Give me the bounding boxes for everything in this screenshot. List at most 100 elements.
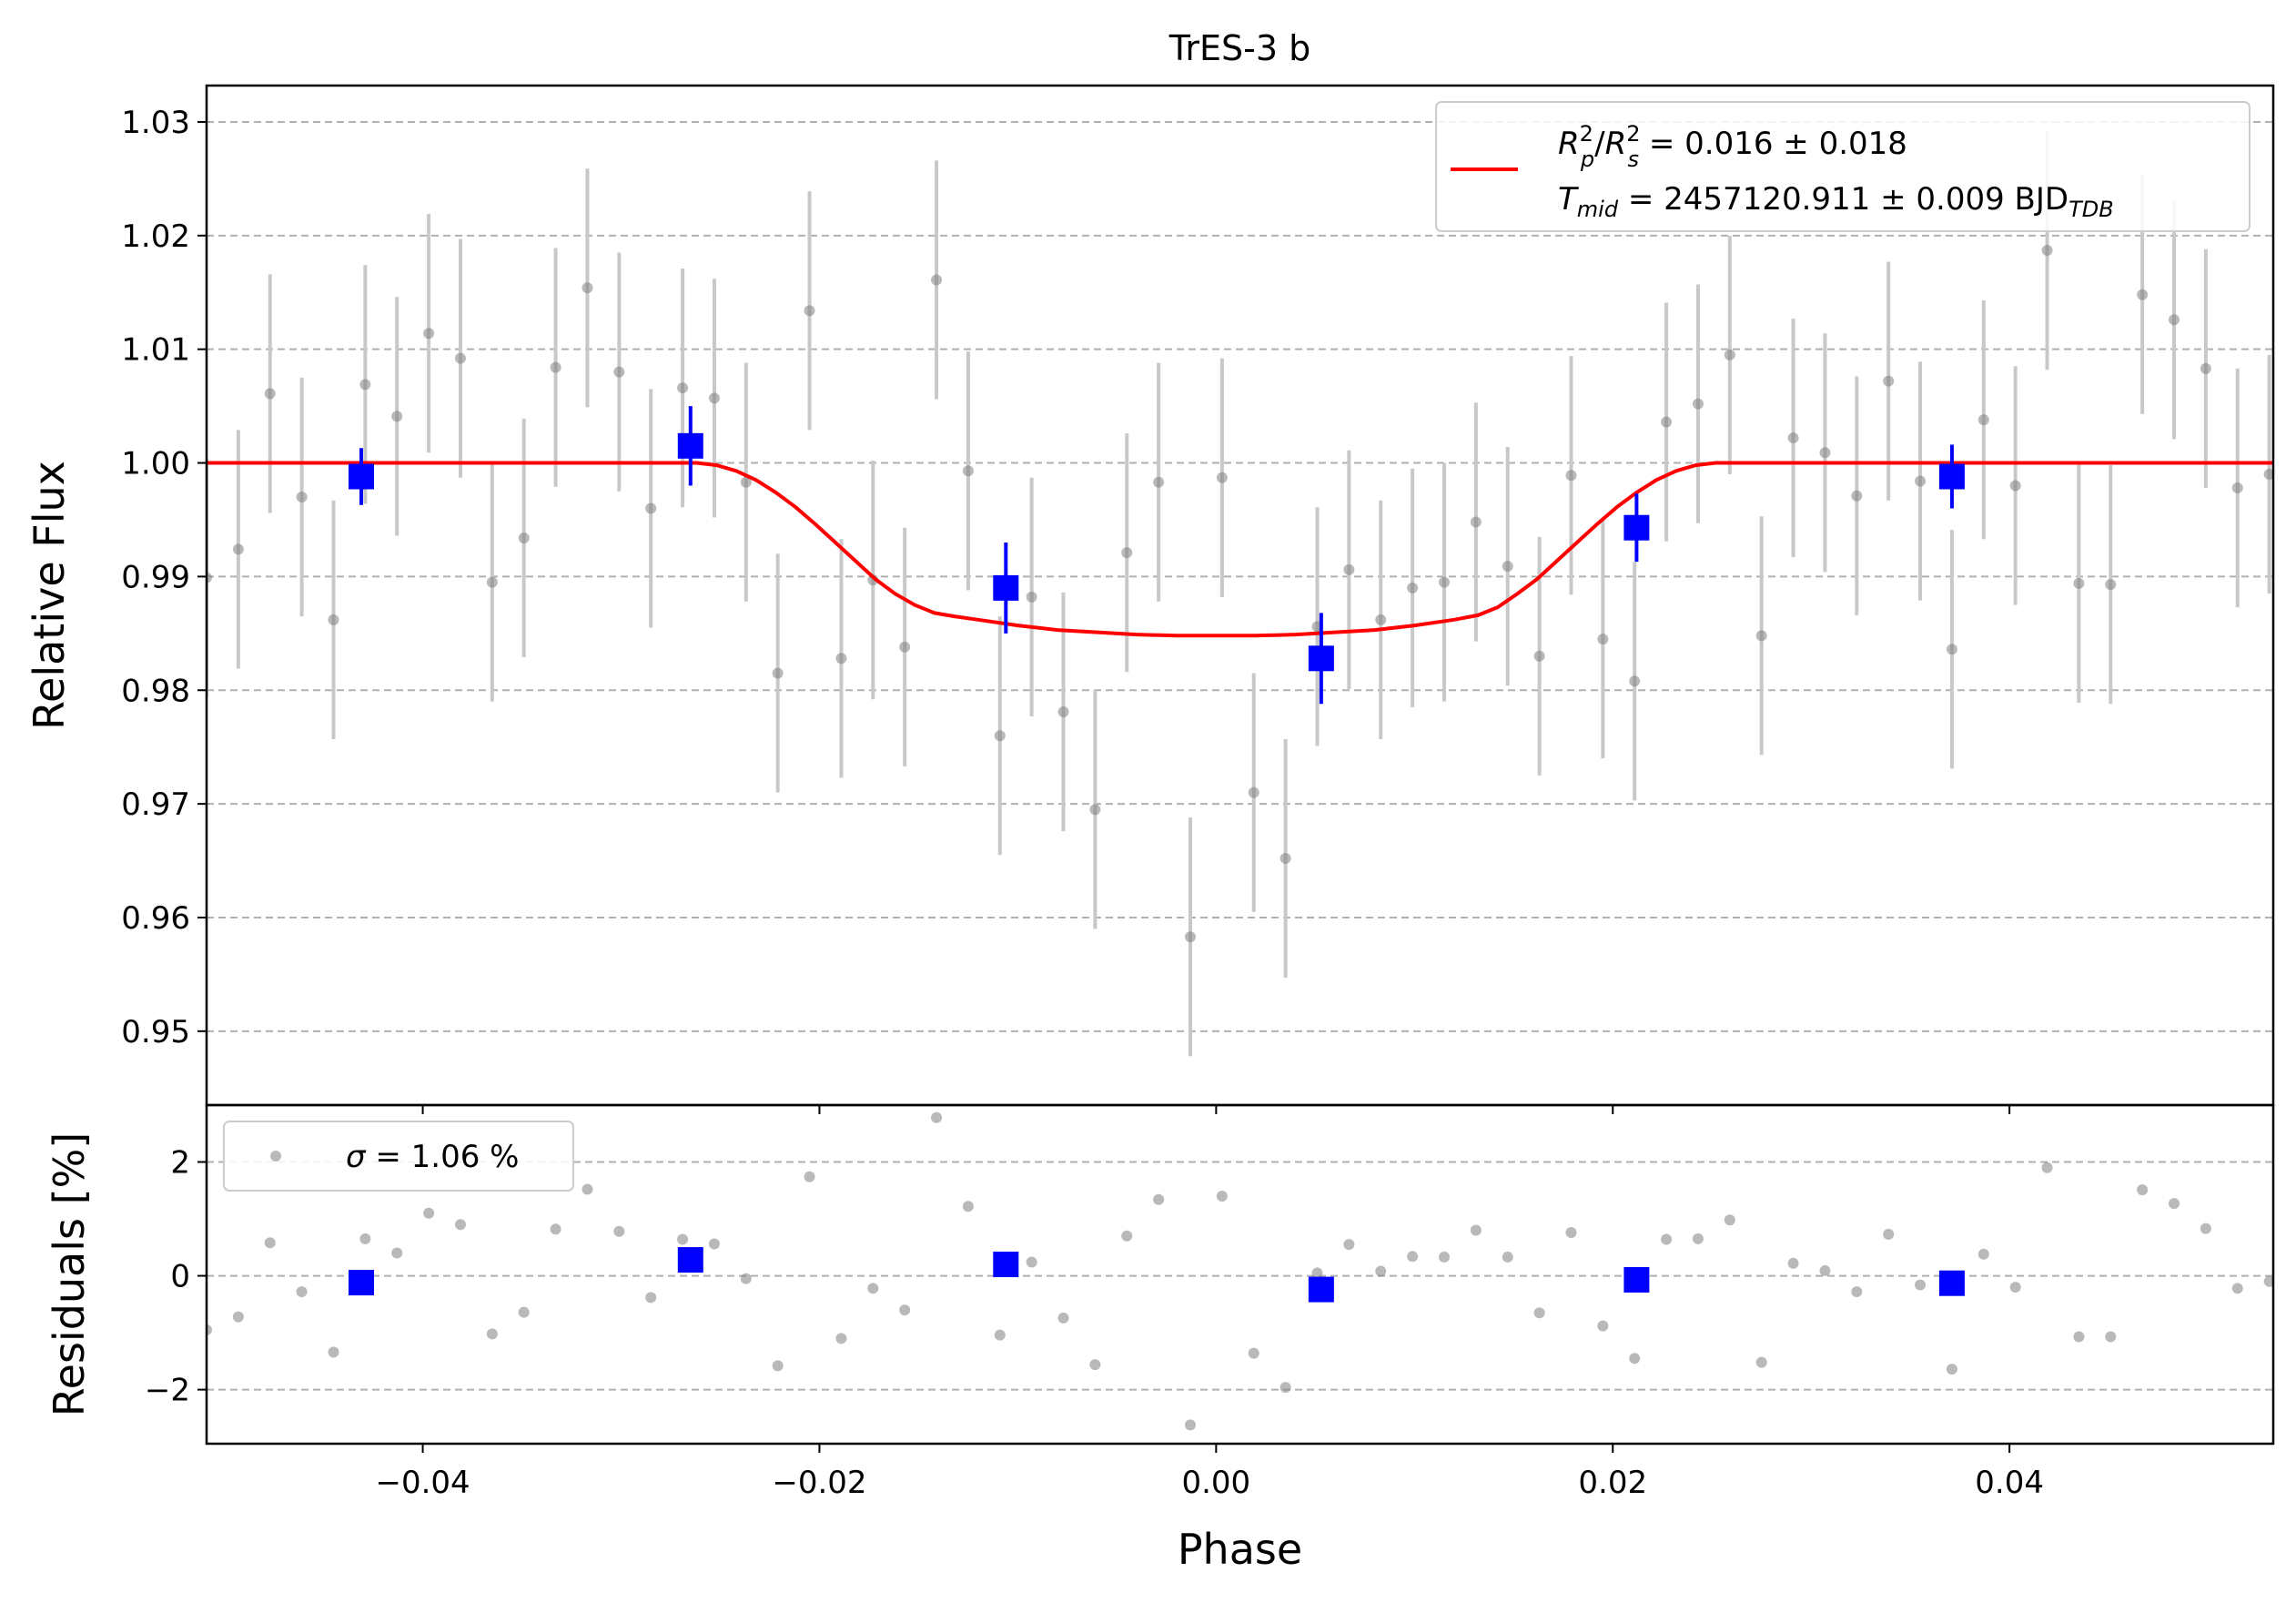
main-y-tick-label: 1.00 <box>121 446 190 482</box>
raw-data-point <box>1946 644 1957 655</box>
residual-raw-point <box>1977 1248 1989 1260</box>
raw-data-point <box>677 382 689 394</box>
residual-raw-point <box>296 1286 308 1298</box>
raw-data-point <box>1121 547 1133 559</box>
raw-data-point <box>582 282 593 294</box>
residuals-legend-marker <box>270 1151 281 1162</box>
resid-x-tick-label: 0.02 <box>1578 1465 1647 1501</box>
model-curve <box>207 461 2273 638</box>
residual-raw-point <box>740 1273 752 1284</box>
legend-ratio-slash: / <box>1594 126 1605 162</box>
residual-raw-point <box>1279 1382 1291 1394</box>
raw-data-point <box>1533 650 1545 662</box>
residual-raw-point <box>1470 1224 1482 1236</box>
residual-raw-point <box>328 1346 339 1358</box>
residual-raw-point <box>391 1247 403 1259</box>
residual-raw-point <box>962 1201 974 1212</box>
main-y-tick-label: 1.03 <box>121 105 190 141</box>
residual-raw-point <box>1375 1265 1387 1277</box>
resid-x-tick-label: −0.02 <box>772 1465 866 1501</box>
raw-data-point <box>1026 591 1037 603</box>
resid-y-tick-label: 0 <box>170 1259 190 1295</box>
raw-data-point <box>2169 314 2180 326</box>
raw-data-point <box>1851 490 1863 502</box>
main-plot-area <box>207 130 2273 1057</box>
raw-data-point <box>613 366 625 378</box>
raw-data-point <box>1248 786 1259 798</box>
raw-data-point <box>1089 804 1101 816</box>
legend-ratio-sup: 2 <box>1626 121 1640 147</box>
raw-data-point <box>645 502 657 514</box>
legend-sigma-value: = 1.06 % <box>366 1139 520 1175</box>
residual-raw-point <box>1724 1214 1735 1226</box>
residual-binned-point <box>348 1270 374 1296</box>
raw-data-point <box>2263 469 2273 481</box>
raw-data-point <box>804 305 815 317</box>
residual-raw-point <box>1057 1312 1069 1324</box>
raw-data-point <box>550 361 561 373</box>
raw-data-point <box>1502 561 1513 573</box>
residuals-legend-text: σ = 1.06 % <box>346 1139 519 1175</box>
main-y-tick-label: 0.99 <box>121 559 190 595</box>
raw-data-point <box>2041 245 2053 257</box>
residual-raw-point <box>1597 1320 1609 1332</box>
residual-raw-point <box>1153 1193 1165 1205</box>
residual-raw-point <box>423 1207 435 1219</box>
binned-data-point <box>1623 514 1650 541</box>
raw-data-point <box>1407 582 1419 594</box>
raw-data-point <box>2231 482 2243 494</box>
raw-data-point <box>835 653 847 665</box>
residual-raw-point <box>994 1329 1006 1341</box>
legend-tmid-value: = 2457120.911 ± 0.009 BJD <box>1618 181 2068 218</box>
raw-data-point <box>1375 614 1387 625</box>
residual-raw-point <box>1248 1347 1259 1359</box>
raw-data-point <box>1692 398 1704 410</box>
residual-raw-point <box>2009 1282 2021 1294</box>
residual-binned-point <box>993 1252 1019 1278</box>
residual-raw-point <box>1121 1230 1133 1242</box>
residual-raw-point <box>1565 1227 1577 1239</box>
raw-data-point <box>994 730 1006 742</box>
raw-data-point <box>1565 470 1577 482</box>
raw-data-point <box>2137 289 2149 300</box>
residual-raw-point <box>1407 1251 1419 1263</box>
resid-y-tick-label: −2 <box>145 1373 190 1409</box>
resid-plot-area <box>207 1111 2273 1431</box>
residual-raw-point <box>2137 1184 2149 1196</box>
raw-data-point <box>2073 577 2085 589</box>
binned-data-point <box>993 574 1019 601</box>
residual-raw-point <box>1787 1257 1799 1269</box>
binned-data-point <box>1938 463 1965 490</box>
raw-data-point <box>1597 634 1609 645</box>
legend-box <box>1435 101 2250 232</box>
main-y-tick-label: 0.97 <box>121 786 190 823</box>
raw-data-point <box>391 411 403 422</box>
legend-tmid-unit-sub: TDB <box>2068 197 2114 222</box>
residual-raw-point <box>1819 1264 1831 1276</box>
legend-tmid-text: Tmid = 2457120.911 ± 0.009 BJDTDB <box>1558 181 2114 222</box>
raw-data-point <box>423 328 435 340</box>
residual-raw-point <box>2041 1162 2053 1173</box>
main-y-tick-label: 0.98 <box>121 673 190 709</box>
main-y-tick-label: 1.02 <box>121 218 190 255</box>
residual-raw-point <box>1216 1191 1228 1202</box>
legend-sigma-symbol: σ <box>346 1139 367 1175</box>
residual-raw-point <box>2231 1283 2243 1294</box>
residual-binned-point <box>677 1247 703 1273</box>
residual-raw-point <box>518 1306 530 1318</box>
residual-raw-point <box>613 1225 625 1237</box>
raw-data-point <box>2105 579 2117 591</box>
x-axis-label: Phase <box>1178 1525 1302 1574</box>
residual-raw-point <box>1661 1233 1673 1245</box>
raw-data-point <box>708 392 720 404</box>
chart-title: TrES-3 b <box>1168 28 1310 68</box>
raw-data-point <box>1470 516 1482 528</box>
residual-raw-point <box>1502 1251 1513 1263</box>
residual-raw-point <box>454 1219 466 1231</box>
residual-raw-point <box>550 1223 561 1235</box>
raw-data-point <box>740 476 752 488</box>
legend-ratio-sup: 2 <box>1580 121 1593 147</box>
